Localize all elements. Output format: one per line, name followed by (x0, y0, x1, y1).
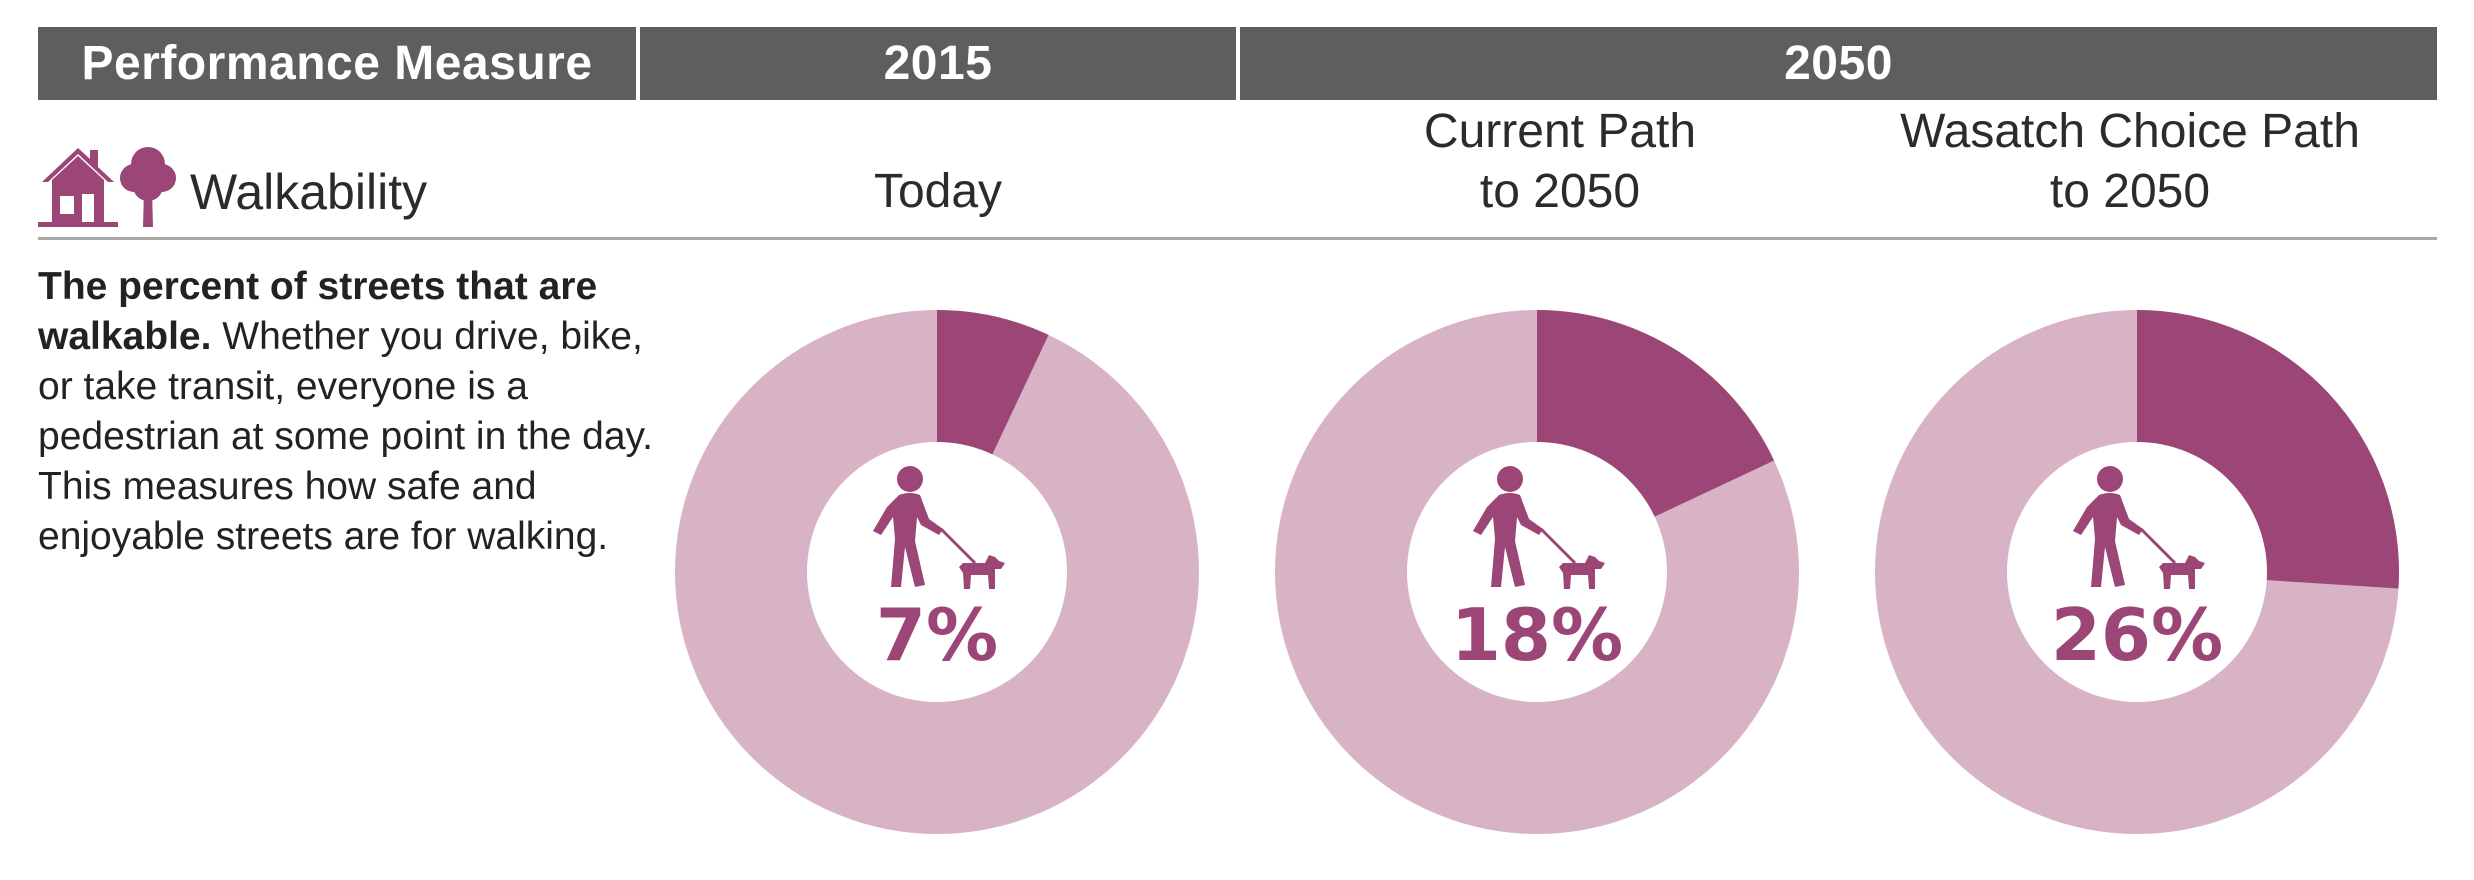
divider (38, 237, 2437, 240)
tree-icon (120, 147, 176, 227)
house-icon (38, 148, 118, 227)
donut-today: 7% (675, 310, 1199, 834)
header-year-2050: 2050 (1240, 27, 2437, 100)
header-year-2015: 2015 (640, 27, 1236, 100)
column-wasatch-path: Wasatch Choice Path to 2050 (1900, 105, 2360, 218)
donut-hole-today (807, 442, 1067, 702)
donut-hole-current-path (1407, 442, 1667, 702)
column-today: Today (873, 165, 1003, 218)
description-body: Whether you drive, bike, or take transit… (38, 315, 653, 558)
person-walking-dog-icon (873, 466, 1005, 589)
donut-current-path: 18% (1275, 310, 1799, 834)
measure-name: Walkability (190, 164, 428, 220)
person-walking-dog-icon (1473, 466, 1605, 589)
description-lead: The percent of streets that are walkable… (38, 265, 598, 358)
walkability-icons (38, 147, 176, 227)
percent-label-current-path: 18% (1451, 593, 1623, 677)
person-walking-dog-icon (2073, 466, 2205, 589)
donut-hole-wasatch-path (2007, 442, 2267, 702)
measure-description: The percent of streets that are walkable… (38, 262, 658, 562)
percent-label-today: 7% (876, 593, 998, 677)
donut-wasatch-path: 26% (1875, 310, 2399, 834)
column-current-path: Current Path to 2050 (1423, 105, 1697, 218)
percent-label-wasatch-path: 26% (2051, 593, 2223, 677)
header-performance-measure: Performance Measure (38, 27, 636, 100)
